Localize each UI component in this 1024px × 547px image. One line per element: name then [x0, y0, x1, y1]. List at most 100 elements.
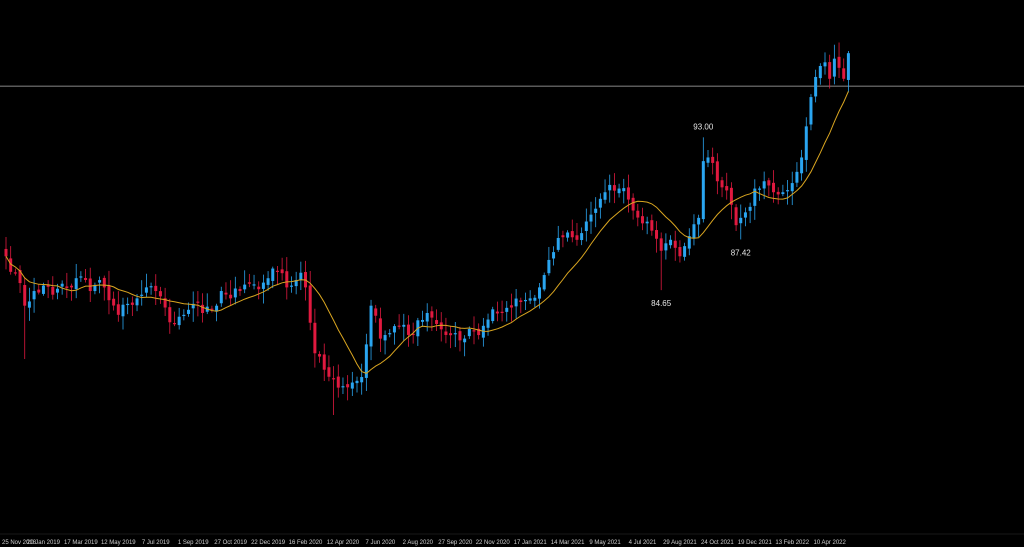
candle-body-bullish	[191, 303, 195, 309]
candle-body-bearish	[201, 304, 205, 313]
candle-body-bearish	[107, 285, 111, 301]
candle-body-bearish	[196, 301, 200, 303]
candle-body-bullish	[121, 304, 125, 317]
x-tick-label: 20 Jan 2019	[27, 540, 61, 546]
candle-body-bearish	[18, 270, 22, 284]
candle-body-bullish	[369, 305, 373, 347]
x-tick-label: 4 Jul 2021	[629, 540, 657, 546]
candle-body-bullish	[566, 232, 570, 238]
candle-body-bullish	[27, 301, 31, 308]
candle-body-bearish	[725, 186, 729, 191]
candle-body-bullish	[556, 237, 560, 250]
x-tick-label: 24 Oct 2021	[701, 540, 734, 546]
candle-body-bullish	[491, 309, 495, 322]
candle-body-bullish	[55, 288, 59, 293]
candle-body-bullish	[388, 333, 392, 335]
candle-body-bullish	[383, 335, 387, 341]
candle-body-bullish	[350, 382, 354, 389]
candle-body-bullish	[594, 208, 598, 213]
candle-body-bearish	[772, 182, 776, 193]
candle-body-bearish	[378, 318, 382, 339]
candle-body-bearish	[650, 220, 654, 231]
candle-body-bullish	[823, 62, 827, 67]
candle-body-bearish	[519, 300, 523, 303]
candle-body-bearish	[495, 311, 499, 314]
candle-body-bearish	[9, 258, 13, 272]
candle-body-bearish	[4, 248, 8, 257]
candle-body-bearish	[51, 286, 55, 295]
x-tick-label: 14 Mar 2021	[551, 540, 585, 546]
candle-body-bullish	[144, 287, 148, 293]
annotations-layer: 93.00 84.65 87.42	[651, 122, 751, 308]
candle-body-bearish	[37, 289, 41, 293]
candle-body-bearish	[285, 271, 289, 288]
candle-body-bearish	[168, 307, 172, 323]
candle-body-bullish	[74, 278, 78, 290]
candle-body-bullish	[32, 291, 36, 300]
candle-body-bearish	[84, 278, 88, 280]
candle-body-bearish	[308, 285, 312, 323]
candle-body-bullish	[140, 294, 144, 296]
candle-body-bearish	[570, 231, 574, 238]
candle-body-bearish	[336, 376, 340, 388]
candle-body-bearish	[575, 235, 579, 240]
candle-body-bullish	[93, 284, 97, 292]
candle-body-bullish	[149, 286, 153, 288]
candle-body-bullish	[580, 233, 584, 241]
candle-body-bullish	[219, 291, 223, 304]
candle-body-bullish	[252, 284, 256, 286]
candle-body-bullish	[809, 97, 813, 125]
candle-body-bearish	[678, 247, 682, 257]
candle-body-bullish	[514, 298, 518, 307]
candle-body-bearish	[280, 269, 284, 274]
x-tick-label: 12 May 2019	[101, 540, 136, 546]
candle-body-bearish	[23, 285, 27, 306]
candle-body-bearish	[130, 302, 134, 305]
candle-body-bullish	[243, 284, 247, 290]
candle-body-bullish	[786, 190, 790, 192]
x-tick-label: 13 Feb 2022	[775, 540, 809, 546]
candle-body-bearish	[346, 384, 350, 388]
candle-body-bullish	[762, 181, 766, 189]
candle-body-bearish	[711, 156, 715, 163]
candle-body-bearish	[172, 323, 176, 325]
candle-body-bullish	[486, 319, 490, 328]
candle-body-bearish	[636, 210, 640, 218]
candle-body-bearish	[257, 286, 261, 290]
candle-body-bearish	[411, 333, 415, 336]
candle-body-bullish	[392, 326, 396, 333]
candle-body-bearish	[729, 187, 733, 205]
x-tick-label: 1 Sep 2019	[178, 540, 209, 546]
x-tick-label: 9 May 2021	[589, 540, 621, 546]
candle-body-bearish	[322, 354, 326, 370]
candle-body-bearish	[397, 325, 401, 327]
candle-body-bullish	[687, 236, 691, 249]
candle-body-bearish	[332, 378, 336, 380]
candle-body-bullish	[706, 157, 710, 163]
candle-body-bearish	[224, 292, 228, 295]
candle-body-bearish	[655, 230, 659, 239]
candle-body-bearish	[88, 278, 92, 292]
candle-body-bullish	[603, 192, 607, 200]
candle-body-bearish	[631, 197, 635, 211]
candle-body-bullish	[299, 272, 303, 280]
candle-body-bullish	[533, 297, 537, 301]
candle-body-bearish	[612, 185, 616, 191]
candle-body-bullish	[697, 217, 701, 225]
x-tick-label: 27 Sep 2020	[438, 540, 473, 546]
candle-body-bullish	[266, 278, 270, 285]
candle-body-bearish	[313, 322, 317, 354]
candle-body-bearish	[238, 288, 242, 292]
x-tick-label: 29 Aug 2021	[663, 540, 697, 546]
candle-body-bullish	[60, 283, 64, 287]
candle-body-bullish	[589, 214, 593, 222]
candle-body-bullish	[692, 224, 696, 239]
candle-body-bearish	[561, 235, 565, 238]
candle-body-bearish	[842, 68, 846, 79]
candle-body-bullish	[177, 316, 181, 326]
candle-body-bullish	[261, 282, 265, 289]
x-tick-label: 2 Aug 2020	[403, 540, 434, 546]
candle-body-bullish	[832, 58, 836, 77]
